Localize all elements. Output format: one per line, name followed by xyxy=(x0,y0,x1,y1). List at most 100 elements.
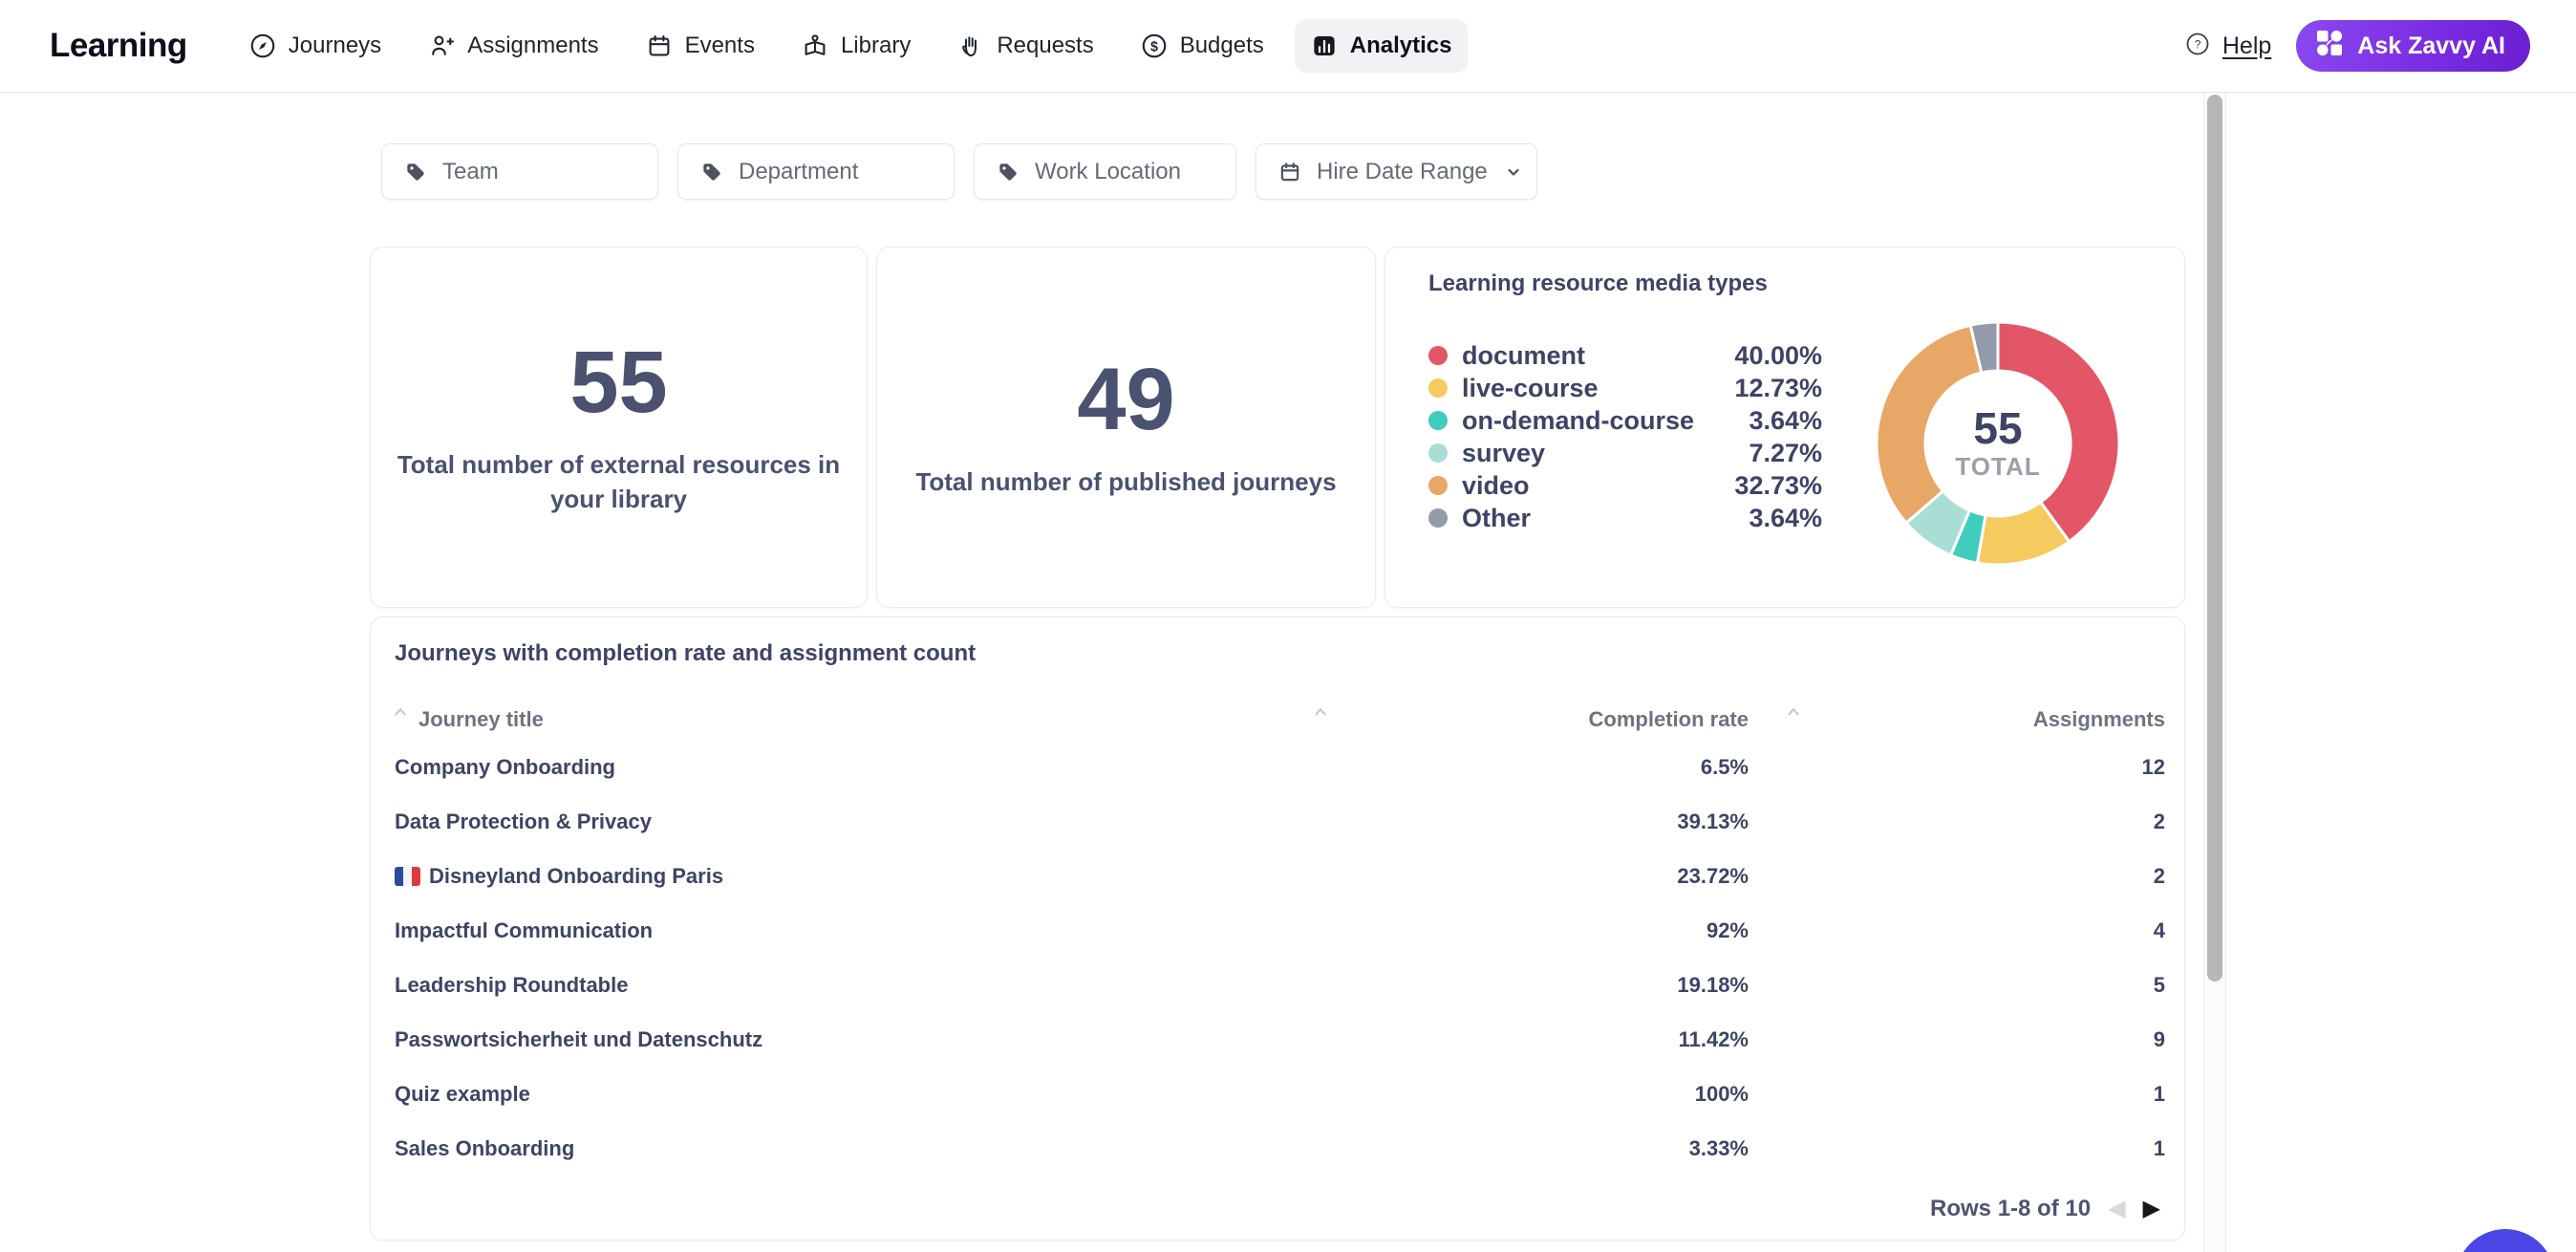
journeys-table-card: Journeys with completion rate and assign… xyxy=(370,616,2185,1241)
vertical-scrollbar-thumb[interactable] xyxy=(2207,95,2222,982)
filters-row: Team Department Work Location xyxy=(381,143,1537,200)
legend-item-survey: survey 7.27% xyxy=(1428,437,1822,469)
legend-label: Other xyxy=(1462,503,1532,532)
assignments-cell: 1 xyxy=(2153,1135,2165,1160)
legend-label: document xyxy=(1462,340,1586,370)
legend-pct: 12.73% xyxy=(1734,373,1822,402)
nav-item-events[interactable]: Events xyxy=(630,19,770,73)
legend-label: on-demand-course xyxy=(1462,405,1695,435)
journey-title-cell[interactable]: Passwortsicherheit und Datenschutz xyxy=(395,1026,763,1051)
ask-zavvy-ai-button[interactable]: Ask Zavvy AI xyxy=(2296,20,2530,72)
sort-caret-icon[interactable] xyxy=(392,703,409,725)
stat-label: Total number of external resources in yo… xyxy=(397,449,841,513)
tag-icon xyxy=(699,160,724,184)
filter-label: Work Location xyxy=(1035,158,1181,184)
legend-dot xyxy=(1428,476,1448,495)
nav-label: Journeys xyxy=(288,32,382,58)
filter-label: Department xyxy=(739,158,859,184)
nav-item-journeys[interactable]: Journeys xyxy=(233,19,397,73)
table-row[interactable]: Company Onboarding 6.5% 12 xyxy=(371,740,2184,794)
pagination-next-button[interactable]: ▶ xyxy=(2142,1196,2160,1221)
journey-title-cell[interactable]: Leadership Roundtable xyxy=(395,972,629,997)
filter-label: Team xyxy=(442,158,499,184)
table-body: Company Onboarding 6.5% 12 Data Protecti… xyxy=(371,740,2184,1176)
journey-title-cell[interactable]: Quiz example xyxy=(395,1081,530,1106)
chat-widget-button[interactable] xyxy=(2456,1229,2555,1252)
journey-title-cell[interactable]: Disneyland Onboarding Paris xyxy=(395,864,723,889)
legend-pct: 3.64% xyxy=(1749,503,1822,532)
completion-rate-cell: 92% xyxy=(1706,917,1749,942)
journey-title-cell[interactable]: Company Onboarding xyxy=(395,754,615,779)
donut-segment-document[interactable] xyxy=(1996,320,2121,544)
legend-item-video: video 32.73% xyxy=(1428,469,1822,502)
assignments-cell: 5 xyxy=(2153,972,2165,997)
calendar-icon xyxy=(645,32,674,60)
stat-label: Total number of published journeys xyxy=(915,466,1337,496)
table-row[interactable]: Disneyland Onboarding Paris 23.72% 2 xyxy=(371,849,2184,903)
completion-rate-cell: 19.18% xyxy=(1677,972,1749,997)
legend-pct: 32.73% xyxy=(1734,470,1822,500)
donut-svg[interactable] xyxy=(1859,305,2136,582)
media-types-title: Learning resource media types xyxy=(1428,270,1768,296)
nav-label: Events xyxy=(684,32,755,58)
legend-label: live-course xyxy=(1462,373,1599,402)
tag-icon xyxy=(403,160,428,184)
table-header-row: Journey title Completion rate Assignment… xyxy=(371,702,2184,740)
nav-item-budgets[interactable]: $ Budgets xyxy=(1125,19,1279,73)
table-row[interactable]: Leadership Roundtable 19.18% 5 xyxy=(371,958,2184,1012)
sort-caret-icon[interactable] xyxy=(1785,703,1802,725)
app-title: Learning xyxy=(50,27,187,64)
stat-value: 55 xyxy=(569,333,668,431)
assignments-cell: 2 xyxy=(2153,863,2165,888)
column-header-completion-rate[interactable]: Completion rate xyxy=(1588,707,1749,731)
table-row[interactable]: Impactful Communication 92% 4 xyxy=(371,903,2184,958)
legend-dot xyxy=(1428,346,1448,365)
help-link[interactable]: Help xyxy=(2222,32,2272,59)
main-nav: Journeys Assignments xyxy=(233,19,1468,73)
legend-dot xyxy=(1428,443,1448,463)
calendar-icon xyxy=(1277,160,1302,184)
nav-item-library[interactable]: Library xyxy=(785,19,926,73)
nav-item-analytics[interactable]: Analytics xyxy=(1294,19,1468,73)
media-types-donut-chart[interactable]: 55 TOTAL xyxy=(1859,305,2136,582)
nav-item-requests[interactable]: Requests xyxy=(941,19,1108,73)
pagination-prev-button[interactable]: ◀ xyxy=(2108,1196,2126,1221)
analytics-icon xyxy=(1310,32,1339,60)
compass-icon xyxy=(248,32,277,60)
nav-label: Assignments xyxy=(467,32,599,58)
column-header-assignments[interactable]: Assignments xyxy=(2032,707,2165,731)
assignments-cell: 12 xyxy=(2141,754,2165,779)
journey-title-cell[interactable]: Data Protection & Privacy xyxy=(395,809,652,833)
donut-segment-video[interactable] xyxy=(1875,323,1984,525)
sort-caret-icon[interactable] xyxy=(1312,703,1329,725)
filter-hire-date-range[interactable]: Hire Date Range xyxy=(1256,143,1537,200)
table-row[interactable]: Passwortsicherheit und Datenschutz 11.42… xyxy=(371,1012,2184,1067)
help-link-wrap[interactable]: ? Help xyxy=(2184,31,2271,62)
nav-label: Requests xyxy=(997,32,1094,58)
completion-rate-cell: 11.42% xyxy=(1678,1026,1749,1051)
assignments-cell: 1 xyxy=(2153,1081,2165,1106)
library-icon xyxy=(801,32,829,60)
journey-title-cell[interactable]: Sales Onboarding xyxy=(395,1135,575,1160)
filter-work-location[interactable]: Work Location xyxy=(974,143,1236,200)
completion-rate-cell: 23.72% xyxy=(1677,863,1749,888)
donut-segment-Other[interactable] xyxy=(1968,320,2000,375)
media-types-card: Learning resource media types document 4… xyxy=(1385,247,2185,608)
filter-department[interactable]: Department xyxy=(677,143,955,200)
table-row[interactable]: Quiz example 100% 1 xyxy=(371,1067,2184,1121)
nav-label: Analytics xyxy=(1349,32,1452,58)
completion-rate-cell: 39.13% xyxy=(1677,809,1749,833)
journeys-table-title: Journeys with completion rate and assign… xyxy=(395,640,977,666)
legend-pct: 40.00% xyxy=(1734,340,1822,370)
vertical-scrollbar-track[interactable] xyxy=(2203,93,2226,1252)
table-row[interactable]: Sales Onboarding 3.33% 1 xyxy=(371,1121,2184,1176)
filter-team[interactable]: Team xyxy=(381,143,658,200)
legend-item-on-demand-course: on-demand-course 3.64% xyxy=(1428,404,1822,437)
journey-title-cell[interactable]: Impactful Communication xyxy=(395,917,654,942)
assignments-cell: 9 xyxy=(2153,1026,2165,1051)
legend-pct: 3.64% xyxy=(1749,405,1822,435)
table-row[interactable]: Data Protection & Privacy 39.13% 2 xyxy=(371,794,2184,849)
column-header-journey-title[interactable]: Journey title xyxy=(419,707,544,731)
nav-item-assignments[interactable]: Assignments xyxy=(412,19,613,73)
